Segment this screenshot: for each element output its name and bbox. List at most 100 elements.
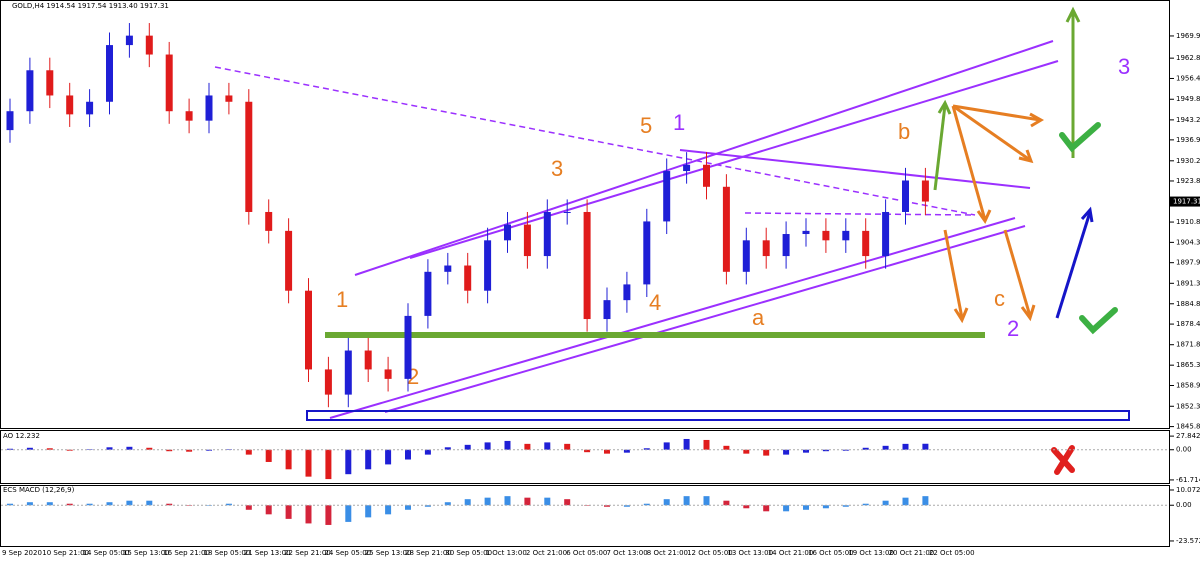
candle-body — [882, 211, 890, 257]
candle-body — [921, 180, 929, 202]
candle-body — [86, 101, 94, 115]
histogram-bar — [285, 449, 292, 470]
histogram-bar — [46, 502, 53, 506]
histogram-bar — [285, 505, 292, 519]
x-tick-label: 19 Oct 13:00 — [848, 549, 894, 557]
histogram-bar — [385, 449, 392, 465]
candle-body — [225, 95, 233, 102]
histogram-bar — [524, 443, 531, 450]
histogram-bar — [803, 449, 809, 453]
x-tick-label: 18 Sep 05:00 — [204, 549, 251, 557]
x-tick-label: 8 Oct 21:00 — [647, 549, 688, 557]
candle-body — [822, 230, 830, 241]
y-tick-label: 1930.25 — [1176, 157, 1200, 165]
histogram-bar — [166, 449, 173, 452]
x-tick-label: 25 Sep 13:00 — [365, 549, 412, 557]
histogram-bar — [723, 445, 730, 450]
y-tick-label: 1910.80 — [1176, 218, 1200, 226]
x-tick-label: 7 Oct 13:00 — [607, 549, 648, 557]
candle-body — [902, 180, 909, 212]
histogram-bar — [643, 503, 650, 506]
histogram-bar — [703, 496, 710, 506]
candle-body — [205, 95, 213, 121]
candle-body — [364, 350, 372, 370]
histogram-bar — [524, 497, 531, 506]
histogram-bar — [663, 499, 670, 506]
x-tick-label: 6 Oct 05:00 — [566, 549, 607, 557]
histogram-bar — [902, 443, 909, 450]
last-price-box — [1170, 196, 1200, 207]
y-tick-label: 1878.4 — [1176, 320, 1200, 328]
candle-body — [663, 171, 671, 222]
candle-body — [165, 54, 173, 112]
candle-body — [26, 70, 34, 112]
candle-body — [424, 271, 432, 316]
y-tick-label: 1845.85 — [1176, 423, 1200, 431]
histogram-bar — [106, 502, 113, 506]
y-tick-label: 1858.90 — [1176, 381, 1200, 389]
wave-label: 1 — [336, 287, 348, 312]
histogram-bar — [345, 449, 352, 475]
x-tick-label: 12 Oct 05:00 — [687, 549, 733, 557]
y-tick-label: 1936.90 — [1176, 136, 1200, 144]
histogram-bar — [86, 503, 93, 506]
x-tick-label: 30 Sep 05:00 — [445, 549, 492, 557]
y-tick-label: 0.00 — [1176, 501, 1192, 509]
candle-body — [762, 240, 770, 257]
histogram-bar — [245, 505, 252, 510]
histogram-bar — [544, 497, 551, 506]
candle-body — [305, 290, 312, 370]
y-tick-label: 1852.30 — [1176, 402, 1200, 410]
x-tick-label: 15 Sep 13:00 — [123, 549, 170, 557]
histogram-bar — [882, 445, 889, 450]
y-tick-label: 1949.80 — [1176, 95, 1200, 103]
y-tick-label: 1897.90 — [1176, 259, 1200, 267]
histogram-bar — [225, 449, 232, 450]
histogram-bar — [783, 505, 790, 512]
histogram-bar — [822, 505, 829, 509]
histogram-bar — [325, 449, 332, 480]
histogram-bar — [464, 444, 471, 450]
wave-label: 5 — [640, 113, 652, 138]
candle-body — [245, 101, 253, 212]
candle-body — [265, 211, 273, 231]
histogram-bar — [106, 447, 113, 450]
x-tick-label: 1 Oct 13:00 — [486, 549, 527, 557]
y-tick-label: 1969.90 — [1176, 32, 1200, 40]
histogram-bar — [604, 449, 610, 454]
histogram-bar — [464, 499, 471, 506]
wave-label: c — [994, 286, 1005, 311]
x-tick-label: 14 Sep 05:00 — [83, 549, 130, 557]
histogram-bar — [405, 505, 411, 510]
x-tick-label: 22 Sep 21:00 — [284, 549, 331, 557]
histogram-bar — [405, 449, 411, 460]
symbol-info: GOLD,H4 1914.54 1917.54 1913.40 1917.31 — [12, 2, 169, 10]
histogram-bar — [862, 447, 869, 450]
y-tick-label: 1865.35 — [1176, 361, 1200, 369]
histogram-bar — [305, 505, 312, 524]
candle-body — [324, 369, 332, 395]
candle-body — [145, 35, 153, 55]
histogram-bar — [146, 500, 153, 506]
x-tick-label: 22 Oct 05:00 — [929, 549, 975, 557]
histogram-bar — [623, 505, 630, 507]
histogram-bar — [126, 500, 133, 506]
wave-label: 2 — [1007, 316, 1019, 341]
histogram-bar — [265, 505, 272, 515]
candle-body — [623, 284, 631, 301]
candle-body — [703, 164, 710, 187]
candle-body — [6, 111, 14, 131]
histogram-bar — [842, 505, 849, 507]
x-tick-label: 20 Oct 21:00 — [889, 549, 935, 557]
histogram-bar — [763, 449, 770, 456]
x-tick-label: 16 Oct 05:00 — [808, 549, 854, 557]
histogram-bar — [305, 449, 312, 477]
y-tick-label: 1884.85 — [1176, 300, 1200, 308]
candle-body — [106, 45, 113, 102]
candle-body — [862, 230, 870, 257]
x-tick-label: 21 Sep 13:00 — [244, 549, 291, 557]
last-price-label: 1917.31 — [1173, 198, 1200, 206]
histogram-bar — [822, 449, 829, 452]
histogram-bar — [385, 505, 392, 515]
